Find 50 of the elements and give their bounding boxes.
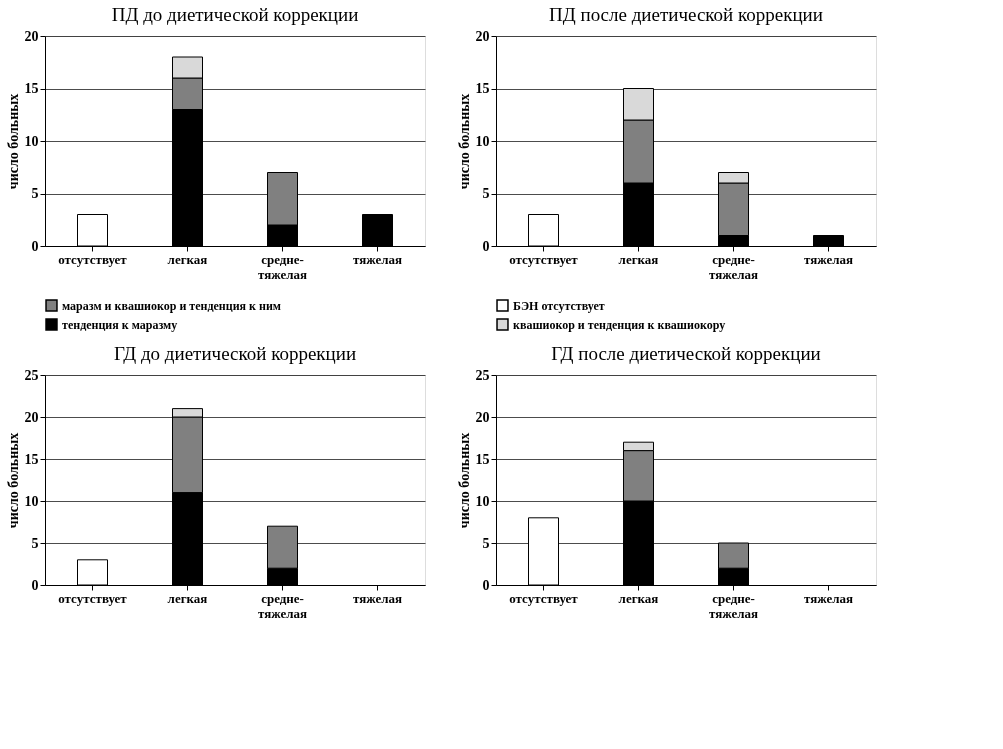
x-tick-label: тяжелая [803,251,854,267]
y-axis-title: число больных [5,432,21,529]
x-tick-label: легкая [618,251,659,267]
x-tick-label: средне-тяжелая [257,251,308,282]
y-tick-label: 25 [475,367,490,383]
chart-title: ГД после диетической коррекции [551,343,821,364]
y-tick-label: 20 [24,28,39,44]
y-tick-label: 0 [482,577,490,593]
y-tick-label: 0 [31,577,39,593]
x-tick-label: отсутствует [509,590,579,606]
y-tick-label: 10 [475,493,490,509]
y-tick-label: 0 [482,238,490,254]
x-tick-label: отсутствует [58,590,128,606]
y-axis-title: число больных [456,93,472,190]
x-tick-label: средне-тяжелая [708,590,759,621]
y-tick-label: 20 [475,409,490,425]
y-tick-label: 10 [24,133,39,149]
chart-title: ГД до диетической коррекции [113,343,357,364]
y-tick-label: 15 [24,451,39,467]
x-tick-label: тяжелая [352,251,403,267]
y-axis-title: число больных [5,93,21,190]
y-tick-label: 5 [482,186,490,201]
y-tick-label: 25 [24,367,39,383]
x-tick-label: отсутствует [58,251,128,267]
x-tick-label: тяжелая [803,590,854,606]
y-tick-label: 20 [24,409,39,425]
y-tick-label: 15 [475,81,490,96]
legend-label: БЭН отсутствует [513,298,605,313]
y-tick-label: 15 [475,451,490,467]
legend-label: тенденция к маразму [62,317,178,332]
chart-title: ПД до диетической коррекции [111,4,359,25]
x-tick-label: легкая [618,590,659,606]
legend-label: маразм и квашиокор и тенденция к ним [62,298,281,313]
y-tick-label: 5 [31,186,39,201]
x-tick-label: легкая [167,251,208,267]
x-tick-label: отсутствует [509,251,579,267]
y-tick-label: 10 [24,493,39,509]
y-tick-label: 5 [31,535,39,551]
y-axis-title: число больных [456,432,472,529]
y-tick-label: 15 [24,81,39,96]
y-tick-label: 0 [31,238,39,254]
y-tick-label: 10 [475,133,490,149]
x-tick-label: легкая [167,590,208,606]
x-tick-label: средне-тяжелая [708,251,759,282]
x-tick-label: средне-тяжелая [257,590,308,621]
x-tick-label: тяжелая [352,590,403,606]
y-tick-label: 5 [482,535,490,551]
y-tick-label: 20 [475,28,490,44]
legend-label: квашиокор и тенденция к квашиокору [513,317,726,332]
chart-title: ПД после диетической коррекции [549,4,823,25]
